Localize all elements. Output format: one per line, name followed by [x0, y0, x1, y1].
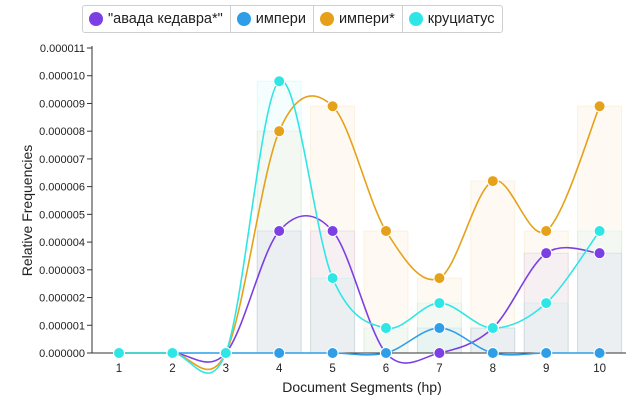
x-tick-label: 4: [276, 363, 283, 375]
series-line: [119, 215, 600, 364]
legend-label: круциатус: [427, 11, 495, 27]
legend-swatch-icon: [236, 12, 251, 26]
x-tick-label: 1: [116, 363, 122, 375]
y-tick-label: 0.000007: [39, 154, 85, 166]
data-point: [326, 347, 339, 359]
legend-label: импери: [255, 11, 306, 27]
data-point: [593, 100, 606, 113]
data-point: [433, 297, 446, 310]
data-point: [219, 347, 232, 359]
y-tick-label: 0.000004: [39, 237, 85, 249]
data-point: [380, 225, 392, 237]
y-axis-label: Relative Frequencies: [19, 145, 35, 277]
y-tick-label: 0.000002: [39, 293, 85, 305]
x-tick-label: 2: [169, 363, 175, 375]
data-point: [593, 347, 606, 359]
data-point: [433, 272, 446, 285]
y-tick-label: 0.000008: [39, 126, 85, 138]
data-point: [593, 247, 606, 260]
data-point: [540, 297, 553, 310]
series-line: [119, 95, 601, 371]
y-tick-label: 0.000009: [39, 98, 85, 110]
legend-item[interactable]: импери: [229, 5, 313, 33]
data-point: [486, 347, 499, 359]
y-tick-label: 0.000010: [39, 71, 85, 83]
data-point: [380, 347, 392, 359]
data-point: [326, 225, 339, 237]
y-tick-label: 0.000005: [39, 209, 85, 221]
data-point: [273, 75, 286, 88]
data-point: [433, 322, 446, 335]
y-tick-label: 0.000006: [39, 182, 85, 194]
data-point: [540, 225, 553, 237]
bar: [523, 302, 569, 354]
legend-swatch-icon: [89, 12, 103, 26]
legend-item[interactable]: импери*: [312, 5, 402, 33]
x-tick-label: 5: [329, 363, 335, 375]
bar: [310, 277, 356, 354]
series-line: [119, 80, 601, 374]
data-point: [326, 100, 339, 113]
bar: [577, 252, 623, 354]
legend-item[interactable]: "авада кедавра*": [82, 5, 230, 33]
data-point: [326, 272, 339, 285]
y-tick-label: 0.000003: [39, 265, 85, 277]
bar: [256, 80, 302, 354]
y-tick-label: 0.000001: [39, 320, 85, 332]
legend-label: импери*: [338, 11, 395, 27]
data-point: [166, 347, 179, 359]
data-point: [593, 225, 606, 237]
x-tick-label: 9: [543, 363, 549, 375]
data-point: [486, 175, 499, 188]
data-point: [540, 347, 553, 359]
x-tick-label: 6: [383, 363, 389, 375]
chart-legend: "авада кедавра*" импери импери* круциатус: [82, 5, 503, 33]
y-tick-label: 0.000000: [39, 348, 85, 360]
data-point: [273, 225, 286, 237]
x-tick-label: 10: [593, 363, 606, 375]
legend-swatch-icon: [408, 12, 423, 26]
data-point: [540, 247, 553, 260]
legend-item[interactable]: круциатус: [401, 5, 503, 33]
x-axis-label: Document Segments (hp): [282, 379, 442, 395]
data-point: [380, 322, 392, 335]
x-tick-label: 8: [490, 363, 496, 375]
data-point: [433, 347, 446, 359]
bar: [256, 130, 302, 354]
y-tick-label: 0.000011: [40, 43, 85, 55]
data-point: [273, 125, 286, 138]
x-tick-label: 3: [223, 363, 229, 375]
legend-label: "авада кедавра*": [108, 11, 223, 27]
series-line: [119, 327, 600, 356]
legend-swatch-icon: [319, 12, 334, 26]
x-tick-label: 7: [436, 363, 442, 375]
data-point: [486, 322, 499, 335]
data-point: [273, 347, 286, 359]
data-point: [113, 347, 125, 359]
